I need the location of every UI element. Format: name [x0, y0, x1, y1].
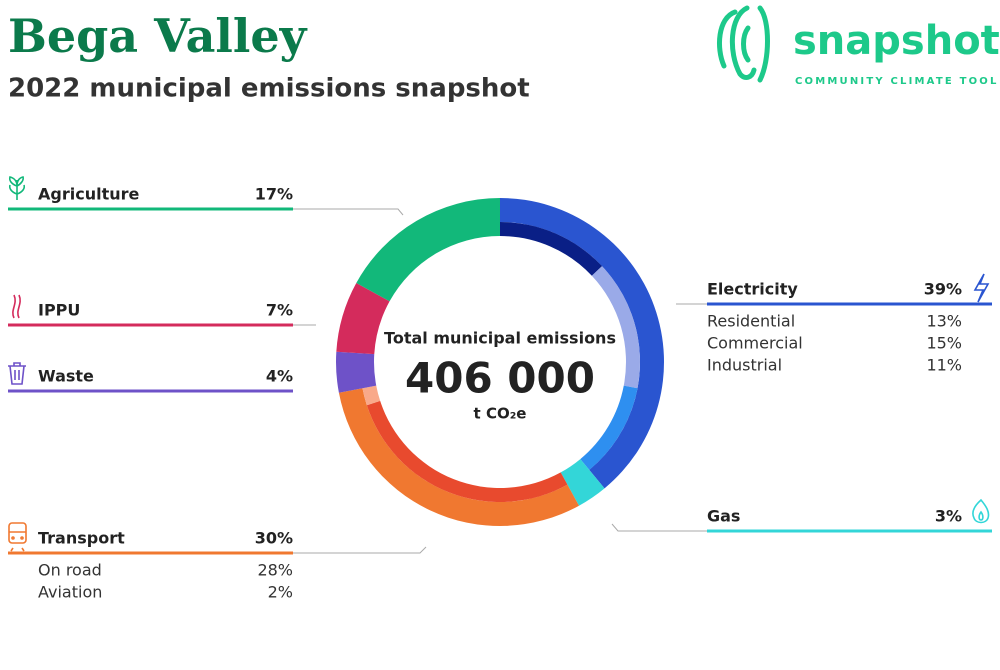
center-label: Total municipal emissions: [384, 329, 616, 348]
legend-label: Electricity: [707, 280, 798, 299]
breakdown-label: Commercial: [707, 334, 803, 353]
legend-value: 4%: [266, 367, 293, 386]
agriculture-icon: [8, 176, 26, 200]
sub-sector: [591, 266, 641, 389]
brand-tagline: COMMUNITY CLIMATE TOOL: [795, 76, 999, 87]
brand-name: snapshot: [793, 18, 1000, 64]
legend-value: 3%: [935, 507, 962, 526]
sector: [356, 198, 500, 302]
legend-label: Agriculture: [38, 185, 140, 204]
waste-icon: [8, 362, 26, 385]
breakdown-label: Industrial: [707, 356, 782, 375]
legend-value: 7%: [266, 301, 293, 320]
subtitle: 2022 municipal emissions snapshot: [8, 74, 530, 104]
brand-logo: [717, 5, 770, 83]
breakdown-value: 11%: [926, 356, 962, 375]
leader-line: [611, 523, 707, 532]
legend-label: Gas: [707, 507, 740, 526]
legend-label: Transport: [38, 529, 125, 548]
sub-sector: [580, 385, 638, 470]
breakdown-label: Residential: [707, 312, 795, 331]
electricity-icon: [973, 273, 990, 303]
sub-sector: [366, 400, 568, 502]
total-value: 406 000: [405, 354, 595, 403]
legend-label: IPPU: [38, 301, 80, 320]
legend-value: 30%: [255, 529, 293, 548]
ippu-icon: [12, 294, 21, 319]
icons: [8, 176, 990, 552]
leader-lines: [293, 208, 707, 554]
title: Bega Valley: [8, 9, 308, 63]
sector: [560, 459, 605, 506]
legend-value: 17%: [255, 185, 293, 204]
breakdown-value: 2%: [268, 583, 293, 602]
sector: [336, 351, 377, 393]
legend-label: Waste: [38, 367, 94, 386]
leader-line: [293, 208, 404, 216]
sector: [336, 282, 390, 355]
sub-sector: [500, 222, 603, 276]
sector: [338, 388, 580, 526]
sub-sector: [362, 385, 381, 406]
legend-value: 39%: [924, 280, 962, 299]
leader-line: [293, 546, 427, 554]
breakdown-value: 15%: [926, 334, 962, 353]
sector: [500, 198, 665, 489]
gas-icon: [972, 498, 990, 524]
breakdown-label: On road: [38, 561, 102, 580]
transport-icon: [8, 522, 27, 552]
unit: t CO₂e: [474, 405, 527, 423]
breakdown-value: 13%: [926, 312, 962, 331]
breakdown-label: Aviation: [38, 583, 102, 602]
breakdown-value: 28%: [257, 561, 293, 580]
